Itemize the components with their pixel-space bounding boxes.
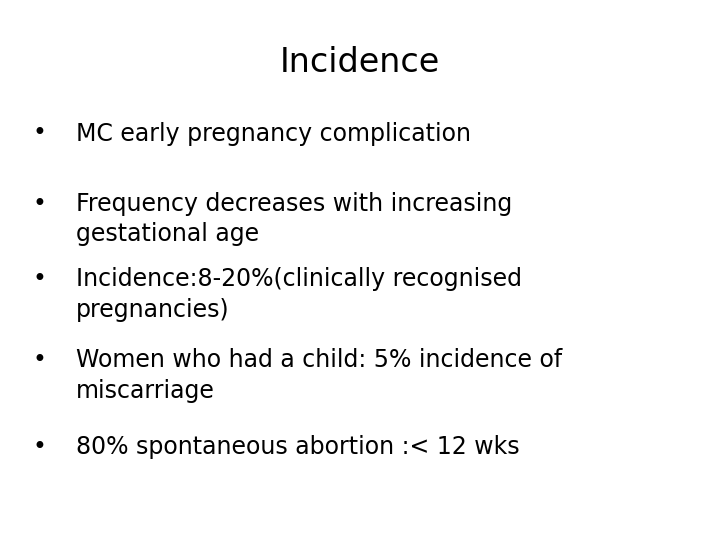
Text: •: • xyxy=(32,192,47,215)
Text: •: • xyxy=(32,348,47,372)
Text: •: • xyxy=(32,122,47,145)
Text: 80% spontaneous abortion :< 12 wks: 80% spontaneous abortion :< 12 wks xyxy=(76,435,519,458)
Text: Frequency decreases with increasing
gestational age: Frequency decreases with increasing gest… xyxy=(76,192,512,246)
Text: Incidence:8-20%(clinically recognised
pregnancies): Incidence:8-20%(clinically recognised pr… xyxy=(76,267,521,322)
Text: •: • xyxy=(32,435,47,458)
Text: Incidence: Incidence xyxy=(280,46,440,79)
Text: MC early pregnancy complication: MC early pregnancy complication xyxy=(76,122,471,145)
Text: Women who had a child: 5% incidence of
miscarriage: Women who had a child: 5% incidence of m… xyxy=(76,348,562,403)
Text: •: • xyxy=(32,267,47,291)
